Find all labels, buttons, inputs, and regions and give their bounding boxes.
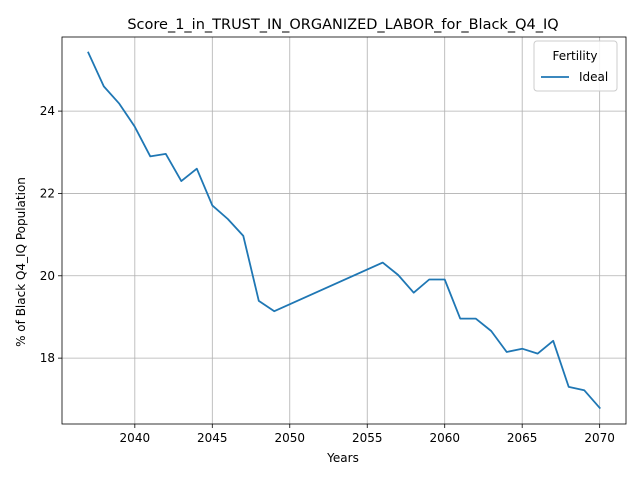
series-layer bbox=[87, 51, 601, 410]
y-tick-label: 24 bbox=[40, 104, 55, 118]
x-tick-label: 2060 bbox=[429, 431, 460, 445]
x-tick-label: 2040 bbox=[120, 431, 151, 445]
legend-title: Fertility bbox=[552, 49, 597, 63]
plot-frame bbox=[61, 36, 627, 425]
x-tick-label: 2045 bbox=[197, 431, 228, 445]
x-axis-label: Years bbox=[326, 451, 359, 465]
x-tick-label: 2065 bbox=[507, 431, 538, 445]
y-tick-label: 18 bbox=[40, 351, 55, 365]
y-tick-label: 20 bbox=[40, 269, 55, 283]
legend-box bbox=[533, 40, 618, 92]
x-tick-label: 2055 bbox=[352, 431, 383, 445]
series-line-ideal bbox=[87, 51, 601, 410]
y-tick-label: 22 bbox=[40, 186, 55, 200]
legend-label-ideal: Ideal bbox=[579, 70, 608, 84]
y-axis-label: % of Black Q4_IQ Population bbox=[14, 177, 28, 347]
legend: Fertility Ideal bbox=[533, 40, 618, 92]
chart-title: Score_1_in_TRUST_IN_ORGANIZED_LABOR_for_… bbox=[127, 17, 558, 33]
grid-lines bbox=[62, 37, 626, 424]
x-tick-label: 2050 bbox=[274, 431, 305, 445]
x-tick-label: 2070 bbox=[584, 431, 615, 445]
axis-ticks: 2040 2045 2050 2055 2060 2065 2070 18 20 22 24 bbox=[40, 104, 615, 445]
